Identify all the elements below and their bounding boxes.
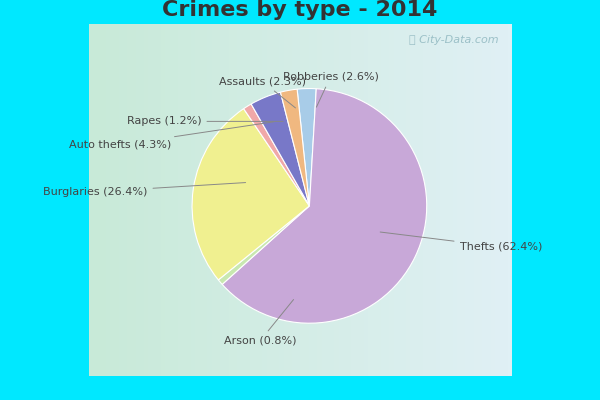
Text: Robberies (2.6%): Robberies (2.6%) [283, 72, 379, 107]
Wedge shape [218, 206, 310, 284]
Text: Arson (0.8%): Arson (0.8%) [224, 300, 296, 346]
Text: Burglaries (26.4%): Burglaries (26.4%) [43, 182, 245, 197]
Text: Thefts (62.4%): Thefts (62.4%) [380, 232, 542, 252]
Wedge shape [222, 89, 427, 323]
Wedge shape [297, 88, 316, 206]
Wedge shape [251, 92, 310, 206]
Text: Rapes (1.2%): Rapes (1.2%) [127, 116, 283, 126]
Text: ⓘ City-Data.com: ⓘ City-Data.com [409, 34, 499, 44]
Wedge shape [280, 89, 310, 206]
Wedge shape [192, 109, 310, 280]
Text: Assaults (2.3%): Assaults (2.3%) [219, 76, 306, 108]
Text: Auto thefts (4.3%): Auto thefts (4.3%) [68, 122, 274, 150]
Title: Crimes by type - 2014: Crimes by type - 2014 [163, 0, 437, 20]
Wedge shape [244, 104, 310, 206]
